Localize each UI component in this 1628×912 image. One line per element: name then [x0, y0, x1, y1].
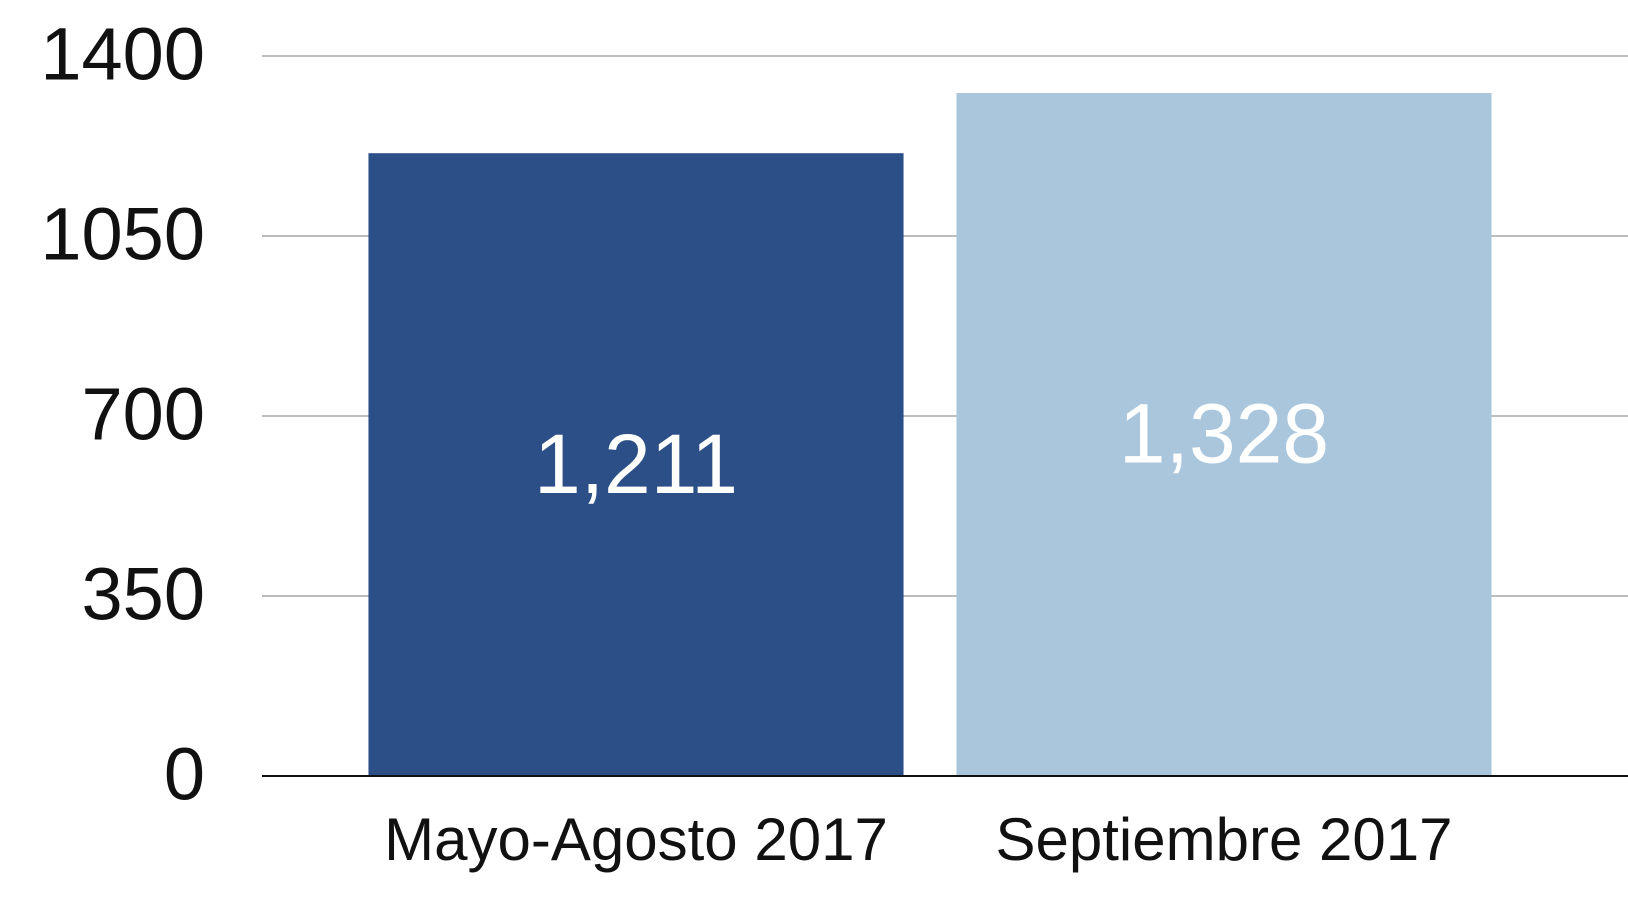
value-label: 1,328 [1119, 387, 1329, 481]
y-tick-label: 1400 [40, 13, 205, 96]
y-tick-label: 350 [82, 553, 205, 636]
bar [368, 153, 904, 776]
y-tick-label: 700 [82, 373, 205, 456]
value-label: 1,211 [534, 417, 738, 511]
y-tick-label: 1050 [40, 193, 205, 276]
y-tick-label: 0 [164, 733, 205, 816]
x-tick-label: Septiembre 2017 [996, 806, 1453, 873]
bar [956, 93, 1492, 777]
x-tick-label: Mayo-Agosto 2017 [384, 806, 888, 873]
